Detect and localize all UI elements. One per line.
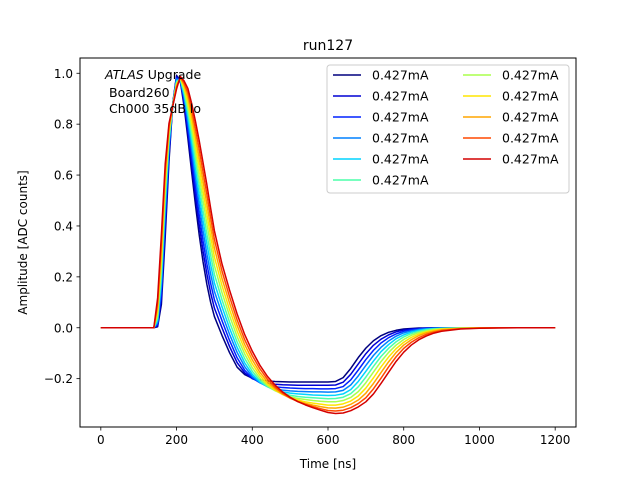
plot-lines <box>100 74 556 415</box>
legend: 0.427mA 0.427mA 0.427mA 0.427mA 0.427mA 0.427… <box>326 64 570 194</box>
legend-label: 0.427mA <box>502 131 559 146</box>
legend-label: 0.427mA <box>372 131 429 146</box>
y-tick-label: −0.2 <box>44 372 73 386</box>
annotation-line-3: Ch000 35dB lo <box>109 101 201 116</box>
legend-box <box>326 64 570 194</box>
y-tick-label: 1.0 <box>54 67 73 81</box>
legend-label: 0.427mA <box>372 89 429 104</box>
annotation-atlas: ATLAS <box>104 67 144 82</box>
legend-label: 0.427mA <box>372 173 429 188</box>
legend-label: 0.427mA <box>502 89 559 104</box>
annotation-text: ATLAS Upgrade Board260 Ch000 35dB lo <box>104 67 201 116</box>
legend-label: 0.427mA <box>372 110 429 125</box>
x-tick-label: 1200 <box>540 433 571 447</box>
x-axis-ticks: 0 200 400 600 800 1000 1200 <box>97 427 570 447</box>
annotation-upgrade: Upgrade <box>144 67 202 82</box>
annotation-line-1: ATLAS Upgrade <box>104 67 201 82</box>
series-line-11 <box>100 75 556 415</box>
x-tick-label: 1000 <box>464 433 495 447</box>
x-tick-label: 600 <box>317 433 340 447</box>
y-tick-label: 0.2 <box>54 270 73 284</box>
y-tick-label: 0.6 <box>54 169 73 183</box>
y-tick-label: 0.4 <box>54 219 73 233</box>
y-axis-ticks: −0.2 0.0 0.2 0.4 0.6 0.8 1.0 <box>44 67 80 386</box>
legend-label: 0.427mA <box>372 152 429 167</box>
x-axis-label: Time [ns] <box>299 457 356 471</box>
x-tick-label: 800 <box>392 433 415 447</box>
y-axis-label: Amplitude [ADC counts] <box>16 170 30 314</box>
y-tick-label: 0.8 <box>54 118 73 132</box>
legend-label: 0.427mA <box>502 110 559 125</box>
legend-label: 0.427mA <box>502 68 559 83</box>
x-tick-label: 0 <box>97 433 105 447</box>
chart-title: run127 <box>303 38 353 54</box>
legend-label: 0.427mA <box>372 68 429 83</box>
x-tick-label: 200 <box>165 433 188 447</box>
annotation-line-2: Board260 <box>109 85 170 100</box>
x-tick-label: 400 <box>241 433 264 447</box>
legend-label: 0.427mA <box>502 152 559 167</box>
y-tick-label: 0.0 <box>54 321 73 335</box>
